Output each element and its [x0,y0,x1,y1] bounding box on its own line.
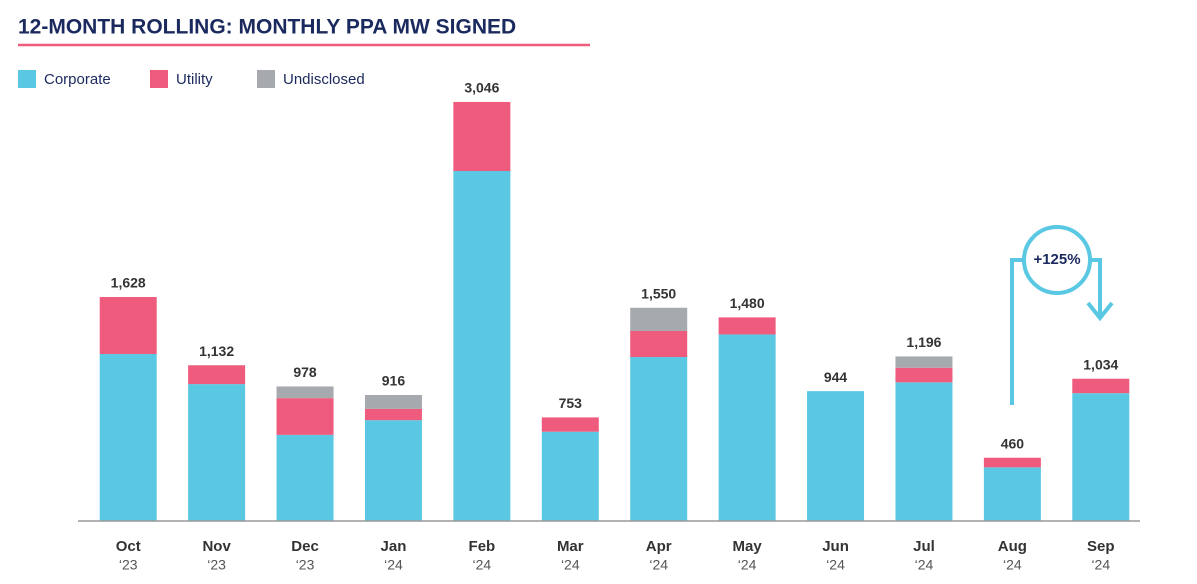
data-label: 916 [382,373,406,389]
annotation-arrow [1010,225,1114,405]
bar-segment [895,382,953,521]
chart-title: 12-MONTH ROLLING: MONTHLY PPA MW SIGNED [18,16,516,39]
data-label: 1,132 [199,343,234,359]
bar-segment [1072,378,1130,394]
legend-swatch [18,70,36,88]
data-label: 1,480 [730,295,765,311]
x-tick-sublabel: ‘24 [384,557,403,573]
x-tick-label: Nov [202,538,231,555]
data-label: 1,034 [1083,356,1118,372]
x-tick-sublabel: ‘24 [561,557,580,573]
bar-segment [99,353,157,521]
bar-segment [807,391,865,521]
data-label: 1,628 [111,275,146,291]
bar-segment [718,317,776,335]
legend-label: Utility [176,71,213,88]
legend-label: Corporate [44,71,111,88]
bar-segment [364,408,422,421]
x-tick-label: Feb [469,538,496,555]
x-tick-label: Dec [291,538,319,555]
annotation: +125% [1033,251,1080,268]
bar-segment [630,331,688,358]
x-tick-sublabel: ‘24 [1003,557,1022,573]
bar-segment [453,171,511,522]
x-tick-label: Jan [381,538,407,555]
bar-segment [364,420,422,521]
bar-segment [364,394,422,409]
x-tick-label: Aug [998,538,1027,555]
x-tick-label: Sep [1087,538,1115,555]
legend-label: Undisclosed [283,71,365,88]
bar-segment [718,334,776,521]
x-tick-label: Jun [822,538,849,555]
bar-segment [541,417,599,432]
x-tick-sublabel: ‘24 [1091,557,1110,573]
x-tick-sublabel: ‘23 [119,557,138,573]
data-label: 3,046 [464,80,499,96]
x-tick-sublabel: ‘24 [826,557,845,573]
data-label: 1,196 [906,334,941,350]
bar-segment [541,431,599,521]
x-tick-label: Jul [913,538,935,555]
bar-segment [188,365,246,385]
data-label: 944 [824,369,848,385]
x-tick-sublabel: ‘23 [207,557,226,573]
bar-segment [99,297,157,354]
x-tick-sublabel: ‘23 [296,557,315,573]
x-tick-sublabel: ‘24 [915,557,934,573]
legend-swatch [257,70,275,88]
bar-segment [630,357,688,521]
x-tick-label: Oct [116,538,141,555]
data-label: 978 [293,364,317,380]
bar-segment [276,434,334,521]
bar-segment [276,386,334,399]
bar-segment [276,398,334,435]
bar-segment [630,307,688,332]
data-label: 460 [1001,435,1025,451]
x-tick-label: Apr [646,538,672,555]
bar-segment [983,457,1041,468]
x-tick-sublabel: ‘24 [649,557,668,573]
x-tick-label: Mar [557,538,584,555]
legend-swatch [150,70,168,88]
data-label: 1,550 [641,285,676,301]
bar-segment [1072,393,1130,521]
x-tick-sublabel: ‘24 [473,557,492,573]
bar-segment [895,367,953,383]
data-label: 753 [559,395,583,411]
bar-segment [983,467,1041,521]
x-tick-sublabel: ‘24 [738,557,757,573]
bar-segment [188,384,246,521]
bar-segment [453,101,511,172]
x-tick-label: May [733,538,763,555]
bar-segment [895,356,953,368]
